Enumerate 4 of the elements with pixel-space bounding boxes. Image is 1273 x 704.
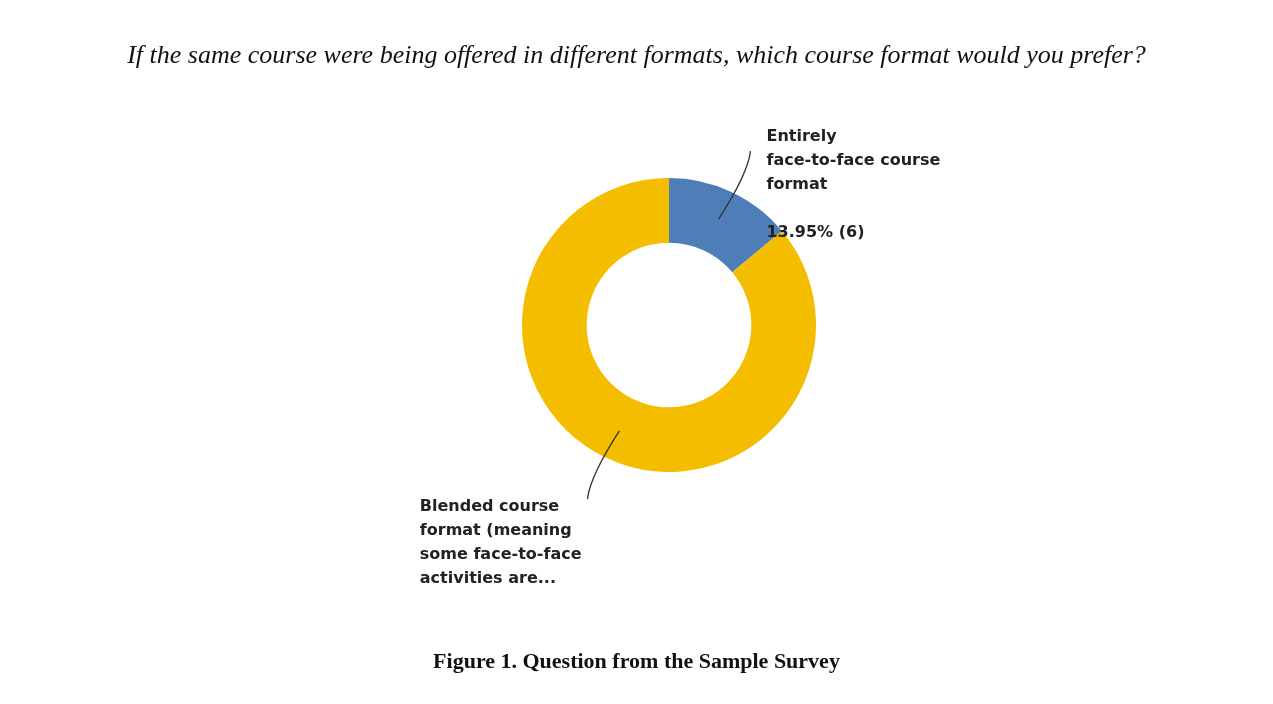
- slice-label: Entirely face-to-face course format: [766, 126, 941, 194]
- chart-title: If the same course were being offered in different formats, which course format would you prefer?: [126, 40, 1147, 70]
- caption: Figure 1. Question from the Sample Survey: [432, 648, 841, 674]
- slice-label: Blended course format (meaning some face-to-face activities are...: [419, 496, 582, 588]
